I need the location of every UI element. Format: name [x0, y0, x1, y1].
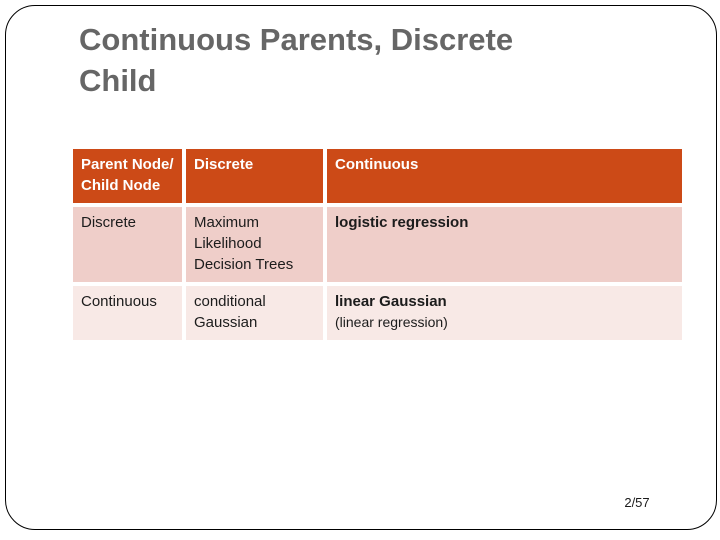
table-header-discrete: Discrete — [186, 149, 323, 203]
table-header-col1-line2: Child Node — [81, 177, 161, 194]
table-cell-row1-discrete-method: Maximum Likelihood Decision Trees — [186, 207, 323, 282]
table-header-col1-line1: Parent Node/ — [81, 156, 174, 173]
table-cell-row2-parent-type: Continuous — [73, 286, 182, 340]
table-cell-row2-continuous-method-line1: linear Gaussian — [335, 293, 447, 310]
page-title-line-1: Continuous Parents, Discrete — [79, 22, 514, 57]
table-cell-row2-discrete-method: conditional Gaussian — [186, 286, 323, 340]
table-cell-row2-continuous-method: linear Gaussian (linear regression) — [327, 286, 682, 340]
parent-child-node-table: Parent Node/ Child Node Discrete Continu… — [73, 149, 684, 340]
table-cell-row1-parent-type: Discrete — [73, 207, 182, 282]
slide: Continuous Parents, Discrete Child Paren… — [5, 5, 717, 530]
table-cell-row1-continuous-method: logistic regression — [327, 207, 682, 282]
page-title: Continuous Parents, Discrete Child — [79, 19, 659, 101]
page-title-line-2: Child — [79, 63, 157, 98]
table-header-continuous: Continuous — [327, 149, 682, 203]
table-cell-row2-continuous-method-line2: (linear regression) — [335, 314, 448, 330]
table-header-parent-child-node: Parent Node/ Child Node — [73, 149, 182, 203]
page-number: 2/57 — [624, 495, 650, 510]
